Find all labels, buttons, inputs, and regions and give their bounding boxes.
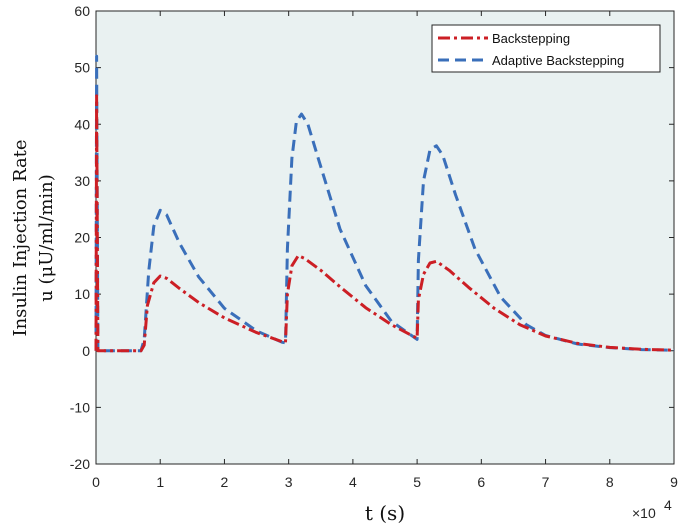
y-axis-label-line2: u (μU/ml/min) bbox=[36, 174, 57, 302]
y-axis-ticks: -20 -10 0 10 20 30 40 50 60 bbox=[70, 3, 674, 472]
x-tick-label: 7 bbox=[542, 474, 550, 490]
series-lines bbox=[94, 54, 675, 353]
series-line-backstepping bbox=[94, 94, 675, 353]
plot-area-background bbox=[95, 10, 675, 465]
y-tick-label: 40 bbox=[74, 116, 90, 132]
x-tick-label: 4 bbox=[349, 474, 357, 490]
x-tick-label: 5 bbox=[413, 474, 421, 490]
y-tick-label: 0 bbox=[82, 343, 90, 359]
y-tick-label: 30 bbox=[74, 173, 90, 189]
x-tick-label: 3 bbox=[285, 474, 293, 490]
y-tick-label: -20 bbox=[70, 456, 90, 472]
x-tick-label: 8 bbox=[606, 474, 614, 490]
y-tick-label: 60 bbox=[74, 3, 90, 19]
x-tick-label: 9 bbox=[670, 474, 678, 490]
x-axis-multiplier-exponent: 4 bbox=[664, 497, 672, 513]
x-tick-label: 6 bbox=[477, 474, 485, 490]
x-axis-ticks: 0 1 2 3 4 5 6 7 8 9 bbox=[92, 11, 678, 490]
y-axis-label-line1: Insulin Injection Rate bbox=[10, 139, 31, 336]
y-tick-label: 50 bbox=[74, 60, 90, 76]
x-tick-label: 0 bbox=[92, 474, 100, 490]
y-tick-label: 20 bbox=[74, 230, 90, 246]
x-tick-label: 2 bbox=[221, 474, 229, 490]
x-axis-label: t (s) bbox=[365, 501, 405, 525]
legend-label-backstepping: Backstepping bbox=[492, 31, 570, 46]
y-tick-label: -10 bbox=[70, 399, 90, 415]
legend-box bbox=[431, 24, 661, 73]
legend: Backstepping Adaptive Backstepping bbox=[431, 24, 661, 73]
x-tick-label: 1 bbox=[156, 474, 164, 490]
x-axis-multiplier: ×10 bbox=[632, 505, 656, 521]
legend-label-adaptive-backstepping: Adaptive Backstepping bbox=[492, 53, 624, 68]
y-tick-label: 10 bbox=[74, 286, 90, 302]
